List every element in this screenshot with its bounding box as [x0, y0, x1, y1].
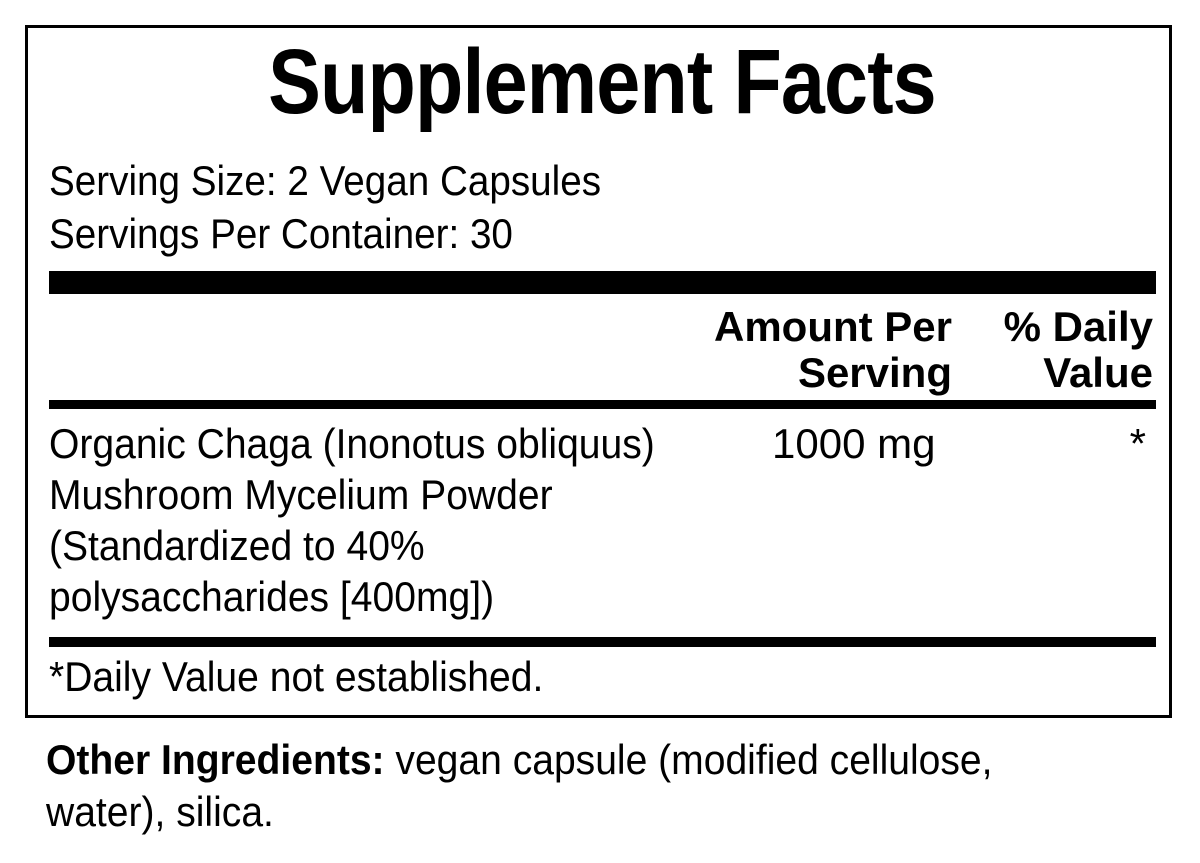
footnote-divider-rule [49, 637, 1156, 647]
column-header-amount-per-serving: Amount Per Serving [713, 303, 952, 396]
daily-value-footnote: *Daily Value not established. [49, 653, 544, 700]
thick-divider-rule [49, 271, 1156, 294]
ingredient-daily-value: * [1129, 420, 1146, 467]
ingredient-amount: 1000 mg [772, 420, 936, 467]
supplement-facts-inner: Supplement Facts Serving Size: 2 Vegan C… [46, 28, 1158, 715]
column-header-percent-daily-value: % Daily Value [1003, 303, 1153, 396]
serving-size: Serving Size: 2 Vegan Capsules [49, 157, 602, 204]
header-divider-rule [49, 400, 1156, 409]
serving-information: Serving Size: 2 Vegan Capsules Servings … [49, 154, 601, 260]
column-headers: Amount Per Serving % Daily Value [49, 304, 1156, 396]
servings-per-container: Servings Per Container: 30 [49, 210, 513, 257]
ingredient-name: Organic Chaga (Inonotus obliquus) Mushro… [49, 420, 655, 620]
other-ingredients-section: Other Ingredients: vegan capsule (modifi… [46, 734, 1088, 838]
page-title: Supplement Facts [268, 31, 937, 133]
other-ingredients-label: Other Ingredients: [46, 736, 385, 783]
table-row: Organic Chaga (Inonotus obliquus) Mushro… [49, 418, 1156, 633]
supplement-facts-box: Supplement Facts Serving Size: 2 Vegan C… [25, 25, 1172, 718]
other-ingredients-text: vegan capsule (modified cellulose, water… [46, 736, 993, 835]
